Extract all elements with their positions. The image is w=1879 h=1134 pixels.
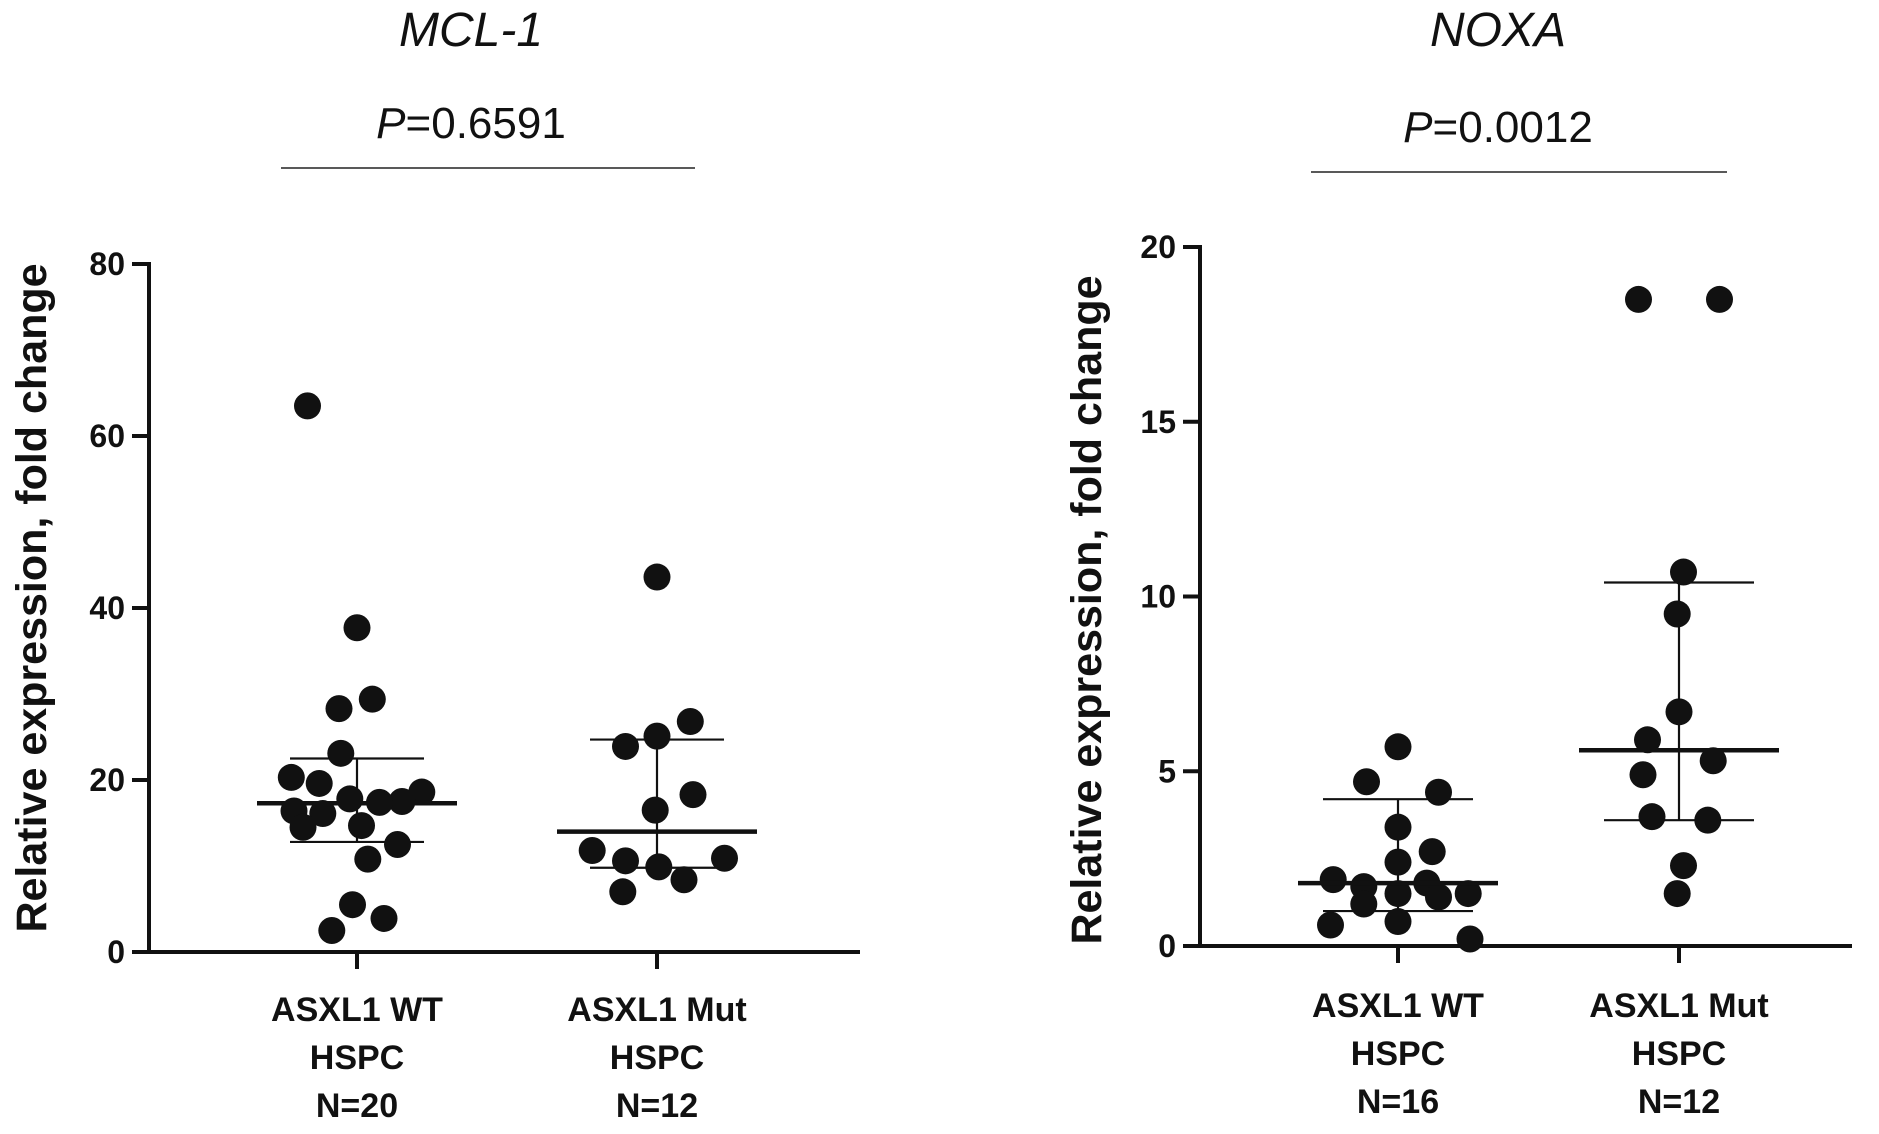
x-category-label: ASXL1 Mut [567,991,746,1029]
data-point [643,722,671,750]
y-tick-label: 20 [1140,229,1176,265]
p-value-annotation: P=0.0012 [1403,103,1593,152]
data-point [1425,778,1452,806]
data-point [643,563,671,591]
data-point [612,847,639,875]
x-category-label: HSPC [1351,1035,1445,1073]
data-point [1425,883,1452,911]
data-point [1694,806,1722,834]
data-point [670,866,698,894]
data-point [676,708,704,736]
data-point [305,769,333,797]
x-category-label: ASXL1 WT [1312,987,1484,1025]
data-point [354,845,382,873]
x-category-label: N=12 [1638,1083,1720,1121]
data-point [1670,558,1697,586]
data-point [384,831,411,858]
x-category-label: HSPC [1632,1035,1726,1073]
data-point [325,695,353,723]
y-tick-label: 15 [1140,404,1176,440]
data-point [1699,747,1727,775]
p-value-annotation: P=0.6591 [376,99,566,148]
y-tick-label: 10 [1140,579,1176,615]
data-point [348,812,375,840]
data-point [1663,600,1691,628]
x-category-label: ASXL1 Mut [1589,987,1768,1025]
x-category-label: N=12 [616,1087,698,1125]
data-point [1350,890,1378,918]
data-point [370,904,398,932]
data-point [1353,768,1380,796]
y-tick-label: 0 [1158,928,1176,964]
data-point [1706,285,1733,313]
data-point [1638,803,1666,831]
data-point [1665,698,1693,726]
data-point [277,763,305,791]
y-tick-label: 40 [89,590,125,626]
data-point [318,917,346,944]
p-value: =0.6591 [406,99,566,148]
data-point [358,685,386,713]
y-tick-label: 0 [107,934,125,970]
y-tick-label: 80 [89,246,125,282]
data-point [1319,866,1347,894]
chart-title: NOXA [1430,4,1566,57]
y-tick-label: 20 [89,762,125,798]
data-point [1456,925,1484,953]
data-point [1454,880,1482,908]
y-axis-label: Relative expression, fold change [1063,275,1111,944]
data-point [336,785,364,813]
data-point [1384,908,1412,936]
y-tick-label: 60 [89,418,125,454]
data-point [1634,726,1661,754]
x-category-label: HSPC [610,1039,704,1077]
data-point [289,813,317,841]
data-point [679,781,707,809]
panel-mcl1: MCL-1 P=0.6591 Relative expression, fold… [8,4,860,1125]
data-point [343,614,371,642]
data-point [1317,911,1344,939]
data-point [1384,813,1412,841]
x-category-label: N=16 [1357,1083,1439,1121]
data-point [645,853,673,881]
panel-noxa: NOXA P=0.0012 Relative expression, fold … [1063,4,1852,1121]
data-point [612,732,639,760]
chart-title: MCL-1 [399,4,543,57]
data-point [309,800,337,828]
data-point [1384,733,1412,761]
data-point [1384,880,1412,908]
data-point [711,844,738,872]
y-axis-label: Relative expression, fold change [8,263,56,932]
p-label: P [1403,103,1433,152]
data-point [1418,838,1446,866]
data-point [1629,761,1657,789]
data-point [339,891,366,919]
p-label: P [376,99,406,148]
data-point [1384,848,1412,876]
data-point [609,878,637,906]
data-point [578,837,606,865]
data-point [1663,880,1691,908]
x-category-label: HSPC [310,1039,404,1077]
x-category-label: N=20 [316,1087,398,1125]
y-tick-label: 5 [1158,753,1176,789]
data-point [1670,852,1697,880]
data-point [1625,285,1652,313]
data-point [641,796,669,824]
data-point [294,392,321,420]
x-category-label: ASXL1 WT [271,991,443,1029]
data-point [327,739,355,767]
p-value: =0.0012 [1433,103,1593,152]
